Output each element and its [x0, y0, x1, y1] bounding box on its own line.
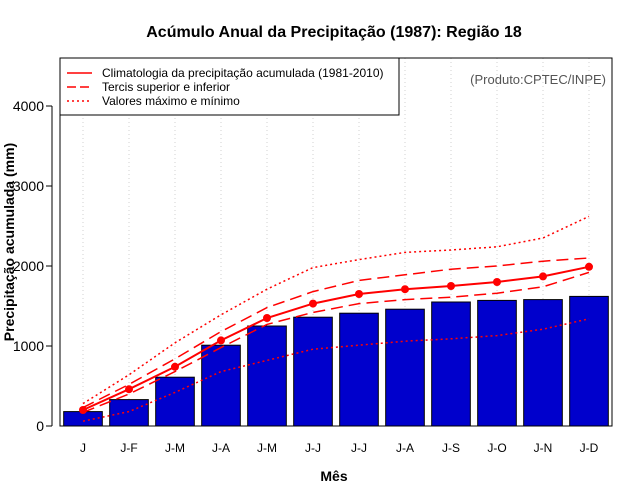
- series-line: [82, 265, 590, 411]
- legend-box: [59, 57, 400, 116]
- data-point: [401, 285, 409, 294]
- x-axis-title: Mês: [320, 468, 347, 484]
- bar: [339, 312, 379, 427]
- legend: Climatologia da precipitação acumulada (…: [59, 57, 400, 116]
- x-tick-label: J-F: [120, 441, 137, 455]
- bar: [477, 299, 517, 427]
- y-axis: 0 1000 2000 3000 4000: [13, 98, 53, 434]
- x-tick-label: J-M: [165, 441, 185, 455]
- data-point: [355, 290, 363, 298]
- x-tick-label: J-O: [487, 441, 506, 455]
- legend-entry: Climatologia da precipitação acumulada (…: [102, 66, 384, 80]
- grid: [82, 58, 590, 426]
- x-tick-label: J-M: [257, 441, 277, 455]
- x-axis: J J-F J-M J-A J-M J-J J-J J-A J-S J-O J-N J-D: [80, 441, 599, 455]
- series-line: [82, 257, 590, 409]
- bar: [523, 299, 563, 427]
- credit-label: (Produto:CPTEC/INPE): [470, 72, 606, 87]
- y-tick-label: 4000: [13, 98, 44, 114]
- data-point: [217, 336, 225, 345]
- y-tick-label: 3000: [13, 178, 44, 194]
- x-tick-label: J-A: [396, 441, 414, 455]
- x-tick-label: J-S: [442, 441, 460, 455]
- bar: [155, 376, 195, 427]
- bar: [109, 399, 149, 427]
- series-line: [82, 215, 590, 405]
- x-tick-label: J-D: [580, 441, 599, 455]
- bar: [569, 295, 609, 427]
- data-point: [585, 262, 593, 271]
- series-lines: [79, 215, 593, 422]
- x-tick-label: J: [80, 441, 86, 455]
- legend-entry: Valores máximo e mínimo: [102, 94, 240, 108]
- data-point: [447, 282, 455, 290]
- y-axis-title: Precipitação acumulada (mm): [1, 143, 17, 341]
- series-line: [82, 271, 590, 414]
- y-tick-label: 1000: [13, 338, 44, 354]
- bar: [293, 316, 333, 427]
- chart-title: Acúmulo Anual da Precipitação (1987): Re…: [146, 24, 522, 41]
- bar: [201, 344, 241, 427]
- data-point: [263, 314, 271, 322]
- bar: [385, 308, 425, 427]
- y-tick-label: 0: [36, 418, 44, 434]
- x-tick-label: J-A: [212, 441, 230, 455]
- series-line: [82, 318, 590, 422]
- bars: [63, 295, 609, 427]
- x-tick-label: J-J: [305, 441, 321, 455]
- legend-entry: Tercis superior e inferior: [102, 80, 230, 94]
- y-tick-label: 2000: [13, 258, 44, 274]
- x-tick-label: J-N: [534, 441, 553, 455]
- data-point: [539, 272, 547, 281]
- bar: [247, 325, 287, 427]
- data-point: [125, 385, 133, 394]
- data-point: [309, 299, 317, 308]
- data-point: [171, 362, 179, 371]
- x-tick-label: J-J: [351, 441, 367, 455]
- bar: [431, 301, 471, 427]
- data-point: [493, 278, 501, 286]
